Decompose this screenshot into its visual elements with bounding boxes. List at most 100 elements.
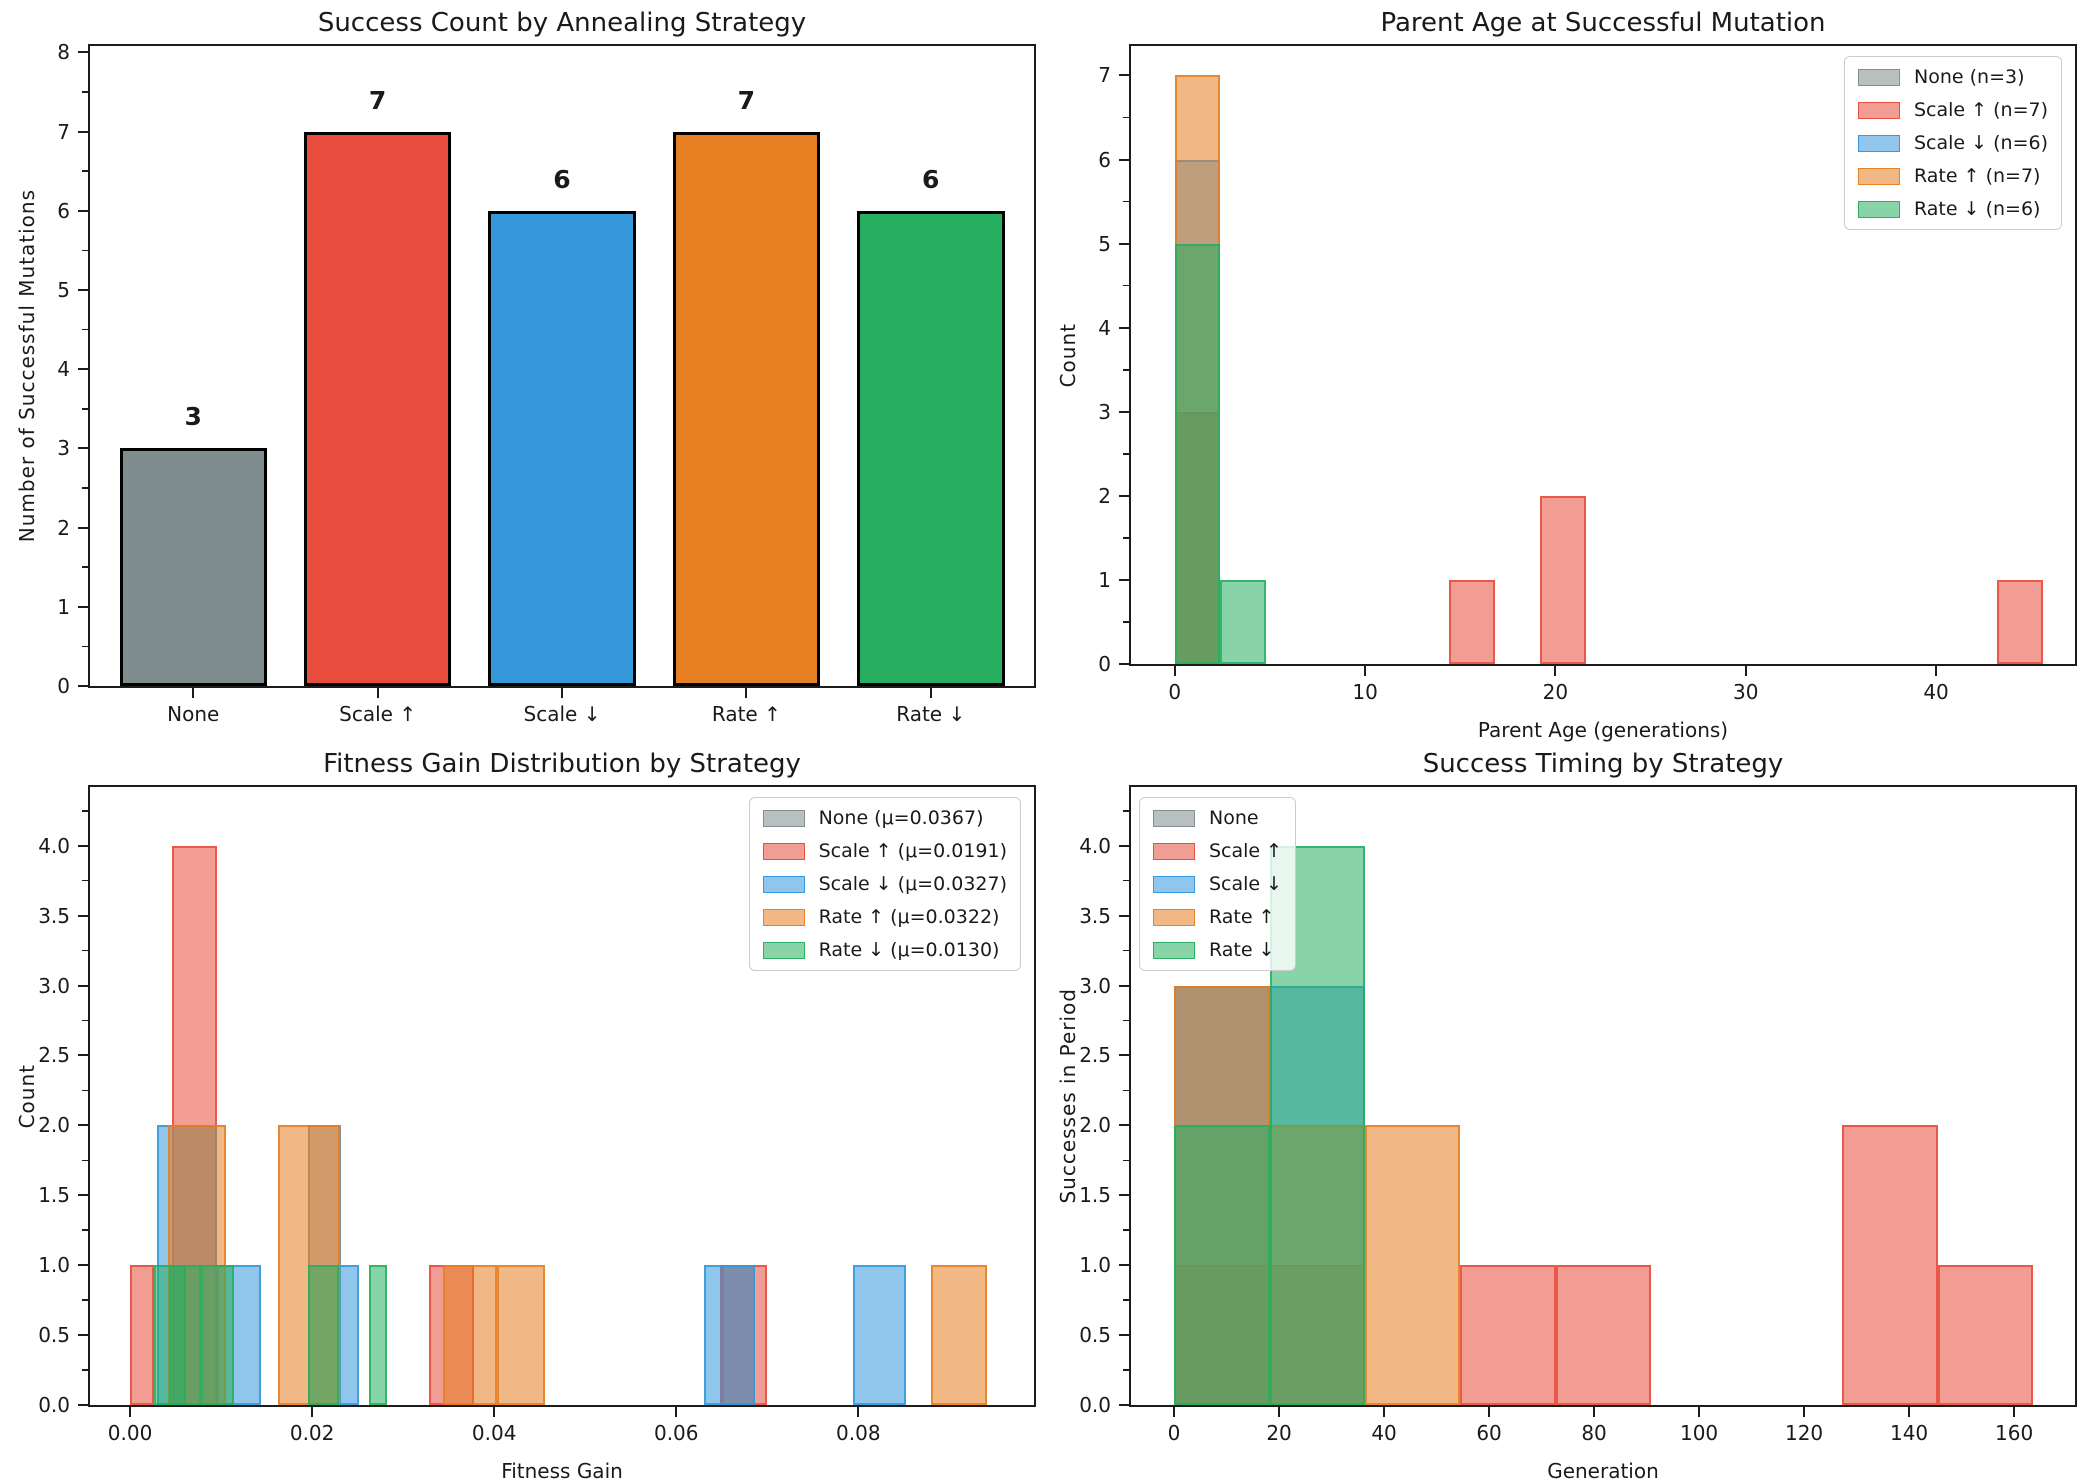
x-tick-mark: [1173, 1407, 1176, 1417]
x-tick-mark: [1593, 1407, 1596, 1417]
x-tick-label: 0.06: [653, 1421, 699, 1445]
y-minor-tick-mark: [82, 1299, 88, 1301]
y-minor-tick-mark: [1123, 537, 1129, 539]
y-minor-tick-mark: [82, 407, 88, 410]
y-tick-mark: [1119, 1264, 1129, 1267]
hist-bar-rate-down: [369, 1265, 387, 1405]
hist-bar-scale-up: [1540, 495, 1586, 664]
x-tick-mark: [1935, 666, 1938, 676]
y-tick-label: 3: [1098, 399, 1111, 424]
legend: None Scale ↑ Scale ↓ Rate ↑ Rate ↓: [1139, 797, 1297, 971]
y-axis-label-wrap: Successes in Period: [1051, 787, 1085, 1405]
y-minor-tick-mark: [1123, 1159, 1129, 1162]
legend-swatch-rate-down-0-0130: [762, 941, 805, 959]
y-axis-label: Successes in Period: [1056, 988, 1080, 1204]
bar-rate-up: [672, 131, 821, 686]
y-tick-label: 5: [57, 277, 70, 302]
x-tick-label: 0: [1168, 680, 1182, 704]
legend-swatch-rate-down: [1153, 941, 1195, 959]
x-tick-mark: [129, 1407, 132, 1417]
legend-swatch-rate-up-0-0322: [762, 908, 805, 926]
chart-panel-parent-age: Parent Age at Successful Mutation 0 1 2 3 4 5 6…: [1041, 0, 2082, 742]
y-tick-mark: [1119, 984, 1129, 987]
x-tick-mark: [1173, 666, 1176, 676]
y-tick-mark: [1119, 663, 1129, 665]
y-axis-label: Count: [1056, 322, 1080, 388]
y-tick-label: 7: [1098, 63, 1111, 88]
hist-bar-scale-up: [1937, 1265, 2033, 1405]
y-minor-tick-mark: [1123, 452, 1129, 455]
legend-item-none-n-3: None (n=3): [1858, 66, 2048, 88]
legend-label: Rate ↑ (μ=0.0322): [818, 906, 1000, 928]
x-tick-mark: [1698, 1407, 1701, 1417]
x-tick-label: 120: [1784, 1421, 1824, 1445]
hist-bar-scale-up: [130, 1265, 154, 1405]
y-tick-mark: [78, 209, 88, 212]
y-tick-mark: [78, 605, 88, 608]
hist-bar-rate-down: [1220, 579, 1267, 664]
legend-swatch-scale-up-n-7: [1858, 101, 1900, 119]
hist-bar-rate-down: [1174, 1125, 1270, 1405]
y-tick-label: 6: [57, 198, 70, 223]
x-tick-mark: [1364, 666, 1367, 676]
y-tick-label: 2: [57, 515, 70, 540]
y-tick-mark: [78, 1194, 88, 1197]
y-tick-label: 3.0: [38, 973, 70, 998]
y-tick-mark: [1119, 578, 1129, 581]
y-tick-label: 3.5: [38, 903, 70, 928]
legend: None (n=3) Scale ↑ (n=7) Scale ↓ (n=6) Rate…: [1844, 56, 2062, 230]
hist-bar-rate-down: [169, 1265, 202, 1405]
x-tick-mark: [1744, 666, 1747, 676]
y-minor-tick-mark: [82, 949, 88, 952]
y-tick-mark: [1119, 1404, 1129, 1406]
legend-swatch-scale-down-n-6: [1858, 134, 1900, 152]
legend-label: Rate ↓ (μ=0.0130): [818, 939, 1000, 961]
y-tick-label: 0: [1098, 652, 1111, 676]
y-tick-label: 2.5: [1079, 1043, 1111, 1068]
x-tick-mark: [675, 1407, 678, 1417]
y-tick-label: 6: [1098, 147, 1111, 172]
chart-title: Parent Age at Successful Mutation: [1380, 8, 1826, 38]
y-minor-tick-mark: [82, 1369, 88, 1371]
y-tick-mark: [78, 1334, 88, 1337]
y-minor-tick-mark: [1123, 1019, 1129, 1022]
y-tick-label: 3: [57, 436, 70, 461]
y-tick-mark: [1119, 242, 1129, 245]
legend-item-scale-down-n-6: Scale ↓ (n=6): [1858, 132, 2048, 154]
y-minor-tick-mark: [1123, 116, 1129, 119]
y-minor-tick-mark: [82, 91, 88, 93]
x-tick-mark: [376, 688, 379, 698]
y-minor-tick-mark: [82, 328, 88, 331]
y-minor-tick-mark: [82, 809, 88, 812]
y-tick-label: 3.5: [1079, 903, 1111, 928]
x-tick-label: 60: [1476, 1421, 1502, 1445]
x-tick-label: 80: [1581, 1421, 1607, 1445]
chart-panel-success-timing: Success Timing by Strategy 0.0 0.5 1.0 1.5 2.…: [1041, 741, 2082, 1482]
legend-item-rate-up: Rate ↑: [1153, 906, 1282, 928]
y-tick-label: 7: [57, 119, 70, 144]
hist-bar-rate-up: [1365, 1125, 1461, 1405]
x-axis-label: Fitness Gain: [501, 1459, 623, 1482]
hist-bar-scale-down: [852, 1265, 906, 1405]
y-tick-mark: [78, 288, 88, 291]
legend-label: None (μ=0.0367): [818, 807, 984, 829]
y-minor-tick-mark: [82, 1089, 88, 1092]
y-tick-mark: [78, 984, 88, 987]
hist-bar-rate-up: [443, 1265, 497, 1405]
bar-value-label: 7: [737, 85, 756, 115]
x-tick-label: Rate ↑: [711, 702, 781, 726]
legend-item-scale-up-n-7: Scale ↑ (n=7): [1858, 99, 2048, 121]
legend-item-scale-up: Scale ↑: [1153, 840, 1282, 862]
y-axis-label: Number of Successful Mutations: [15, 189, 39, 543]
y-tick-label: 0.0: [1079, 1393, 1111, 1417]
y-tick-label: 0.5: [1079, 1323, 1111, 1348]
y-tick-label: 2.0: [1079, 1113, 1111, 1138]
hist-bar-scale-up: [1460, 1265, 1556, 1405]
y-tick-mark: [78, 51, 88, 54]
y-axis-label-wrap: Count: [10, 787, 44, 1405]
x-tick-label: 140: [1889, 1421, 1929, 1445]
legend-swatch-none: [1153, 809, 1195, 827]
y-tick-label: 2: [1098, 483, 1111, 508]
plot-area: [88, 44, 1036, 688]
y-tick-mark: [78, 1124, 88, 1127]
